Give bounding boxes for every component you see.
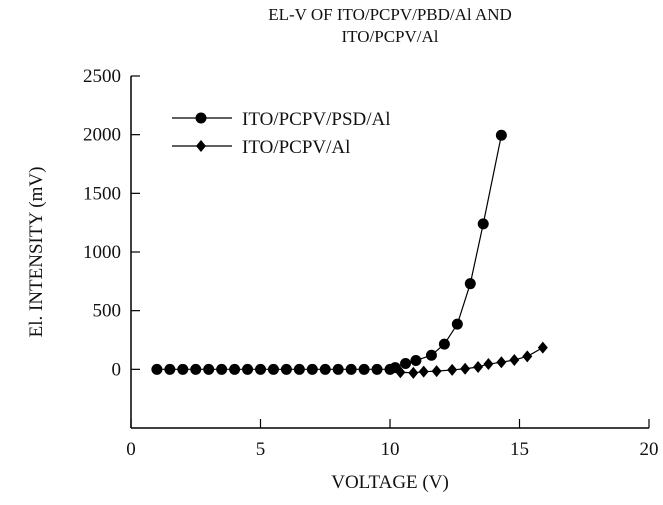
data-point <box>229 363 241 375</box>
legend-label: ITO/PCPV/PSD/Al <box>242 109 391 130</box>
data-point <box>319 363 331 375</box>
y-tick-label: 2500 <box>83 66 121 87</box>
data-point <box>477 218 489 230</box>
data-point <box>410 355 422 367</box>
x-axis-label: VOLTAGE (V) <box>331 472 449 493</box>
data-point <box>418 365 429 378</box>
data-point <box>537 341 548 354</box>
y-tick-label: 1000 <box>83 242 121 263</box>
data-point <box>267 363 279 375</box>
data-point <box>280 363 292 375</box>
data-point <box>177 363 189 375</box>
data-point <box>438 338 450 350</box>
data-point <box>216 363 228 375</box>
data-point <box>151 363 163 375</box>
data-point <box>293 363 305 375</box>
series-line <box>156 135 502 370</box>
data-point <box>255 363 266 375</box>
data-point <box>395 366 406 379</box>
x-tick-label: 15 <box>510 439 529 460</box>
data-point <box>332 363 344 375</box>
x-tick-label: 0 <box>126 439 136 460</box>
data-point <box>483 358 494 371</box>
data-point <box>522 350 533 363</box>
data-point <box>496 356 507 369</box>
data-point <box>425 349 437 361</box>
x-tick-label: 20 <box>640 439 659 460</box>
y-axis-label: El. INTENSITY (mV) <box>26 167 47 338</box>
chart-title: EL-V OF ITO/PCPV/PBD/Al AND <box>268 5 512 24</box>
data-point <box>371 363 383 375</box>
legend-marker <box>195 112 207 124</box>
data-point <box>203 363 215 375</box>
data-point <box>358 363 370 375</box>
data-point <box>460 362 471 375</box>
data-point <box>306 363 318 375</box>
x-tick-label: 10 <box>381 439 400 460</box>
y-tick-label: 0 <box>112 359 122 380</box>
y-tick-label: 1500 <box>83 183 121 204</box>
y-tick-label: 2000 <box>83 125 121 146</box>
data-point <box>431 365 442 378</box>
data-point <box>345 363 357 375</box>
data-point <box>408 366 419 379</box>
data-point <box>400 357 412 369</box>
data-point <box>464 278 476 290</box>
data-point <box>473 360 484 373</box>
legend-marker <box>196 140 206 152</box>
data-point <box>242 363 254 375</box>
data-point <box>451 318 463 330</box>
legend-label: ITO/PCPV/Al <box>242 137 350 158</box>
data-point <box>495 129 507 141</box>
x-tick-label: 5 <box>256 439 266 460</box>
y-tick-label: 500 <box>93 301 122 322</box>
data-point <box>164 363 176 375</box>
data-point <box>447 363 458 376</box>
data-point <box>509 353 520 366</box>
chart-title: ITO/PCPV/Al <box>342 27 439 46</box>
data-point <box>190 363 202 375</box>
